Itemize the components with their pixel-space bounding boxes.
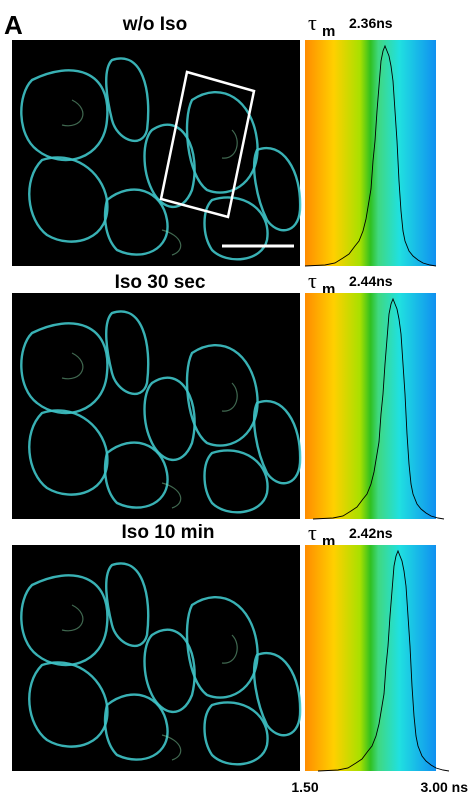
tau-subscript: m <box>322 23 335 40</box>
axis-max-label: 3.00 ns <box>421 779 469 795</box>
panel-label: A <box>4 10 23 40</box>
row-title: Iso 30 sec <box>115 272 206 293</box>
row-title: Iso 10 min <box>122 522 215 543</box>
roi-box <box>159 70 256 219</box>
tau-symbol: τ <box>308 10 317 35</box>
row-title: w/o Iso <box>122 14 187 35</box>
lifetime-histogram <box>305 293 436 519</box>
row: Iso 10 min τ m 2.42ns <box>12 520 450 772</box>
row: Iso 30 sec τ m 2.44ns <box>12 268 445 520</box>
lifetime-histogram <box>305 545 436 771</box>
tau-symbol: τ <box>308 268 317 293</box>
lifetime-histogram <box>305 40 436 266</box>
micrograph <box>12 545 300 771</box>
micrograph <box>12 40 300 266</box>
tau-symbol: τ <box>308 520 317 545</box>
tau-value: 2.36ns <box>349 15 393 31</box>
axis-min-label: 1.50 <box>291 779 318 795</box>
tau-value: 2.44ns <box>349 273 393 289</box>
row: w/o Iso τ m 2.36ns <box>12 10 437 267</box>
tau-value: 2.42ns <box>349 525 393 541</box>
micrograph <box>12 293 300 519</box>
